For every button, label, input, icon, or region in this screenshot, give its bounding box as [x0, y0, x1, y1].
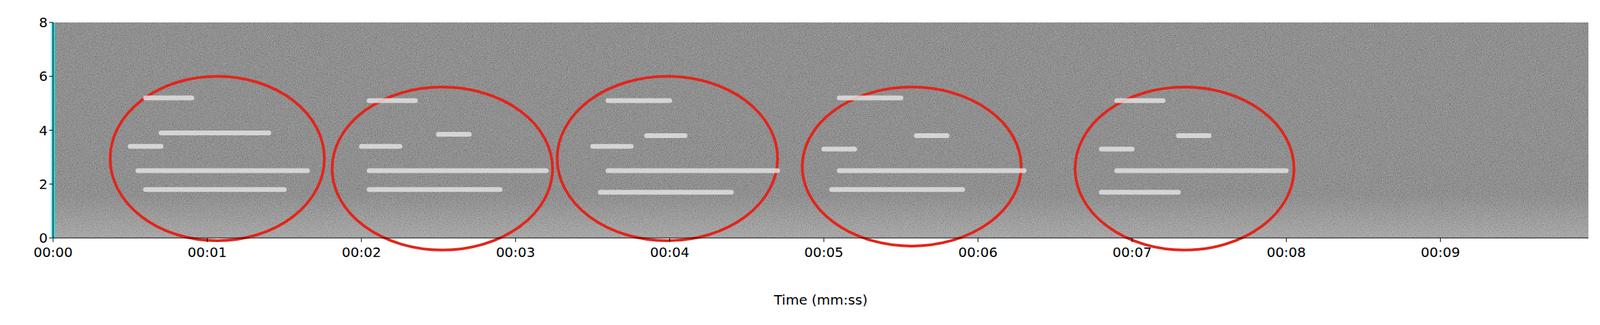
svg-text:00:08: 00:08: [1266, 244, 1306, 261]
svg-text:00:02: 00:02: [341, 244, 382, 261]
svg-text:6: 6: [38, 68, 48, 85]
svg-text:00:00: 00:00: [33, 244, 73, 261]
svg-text:00:06: 00:06: [958, 244, 999, 261]
svg-text:2: 2: [38, 176, 48, 193]
svg-text:00:07: 00:07: [1112, 244, 1152, 261]
svg-text:00:04: 00:04: [650, 244, 690, 261]
svg-text:Time (mm:ss): Time (mm:ss): [773, 292, 868, 309]
svg-text:8: 8: [38, 14, 48, 31]
svg-text:00:03: 00:03: [495, 244, 536, 261]
svg-text:0: 0: [38, 230, 48, 247]
svg-text:4: 4: [38, 122, 48, 139]
svg-text:00:05: 00:05: [804, 244, 844, 261]
svg-text:00:09: 00:09: [1420, 244, 1461, 261]
svg-text:00:01: 00:01: [187, 244, 228, 261]
